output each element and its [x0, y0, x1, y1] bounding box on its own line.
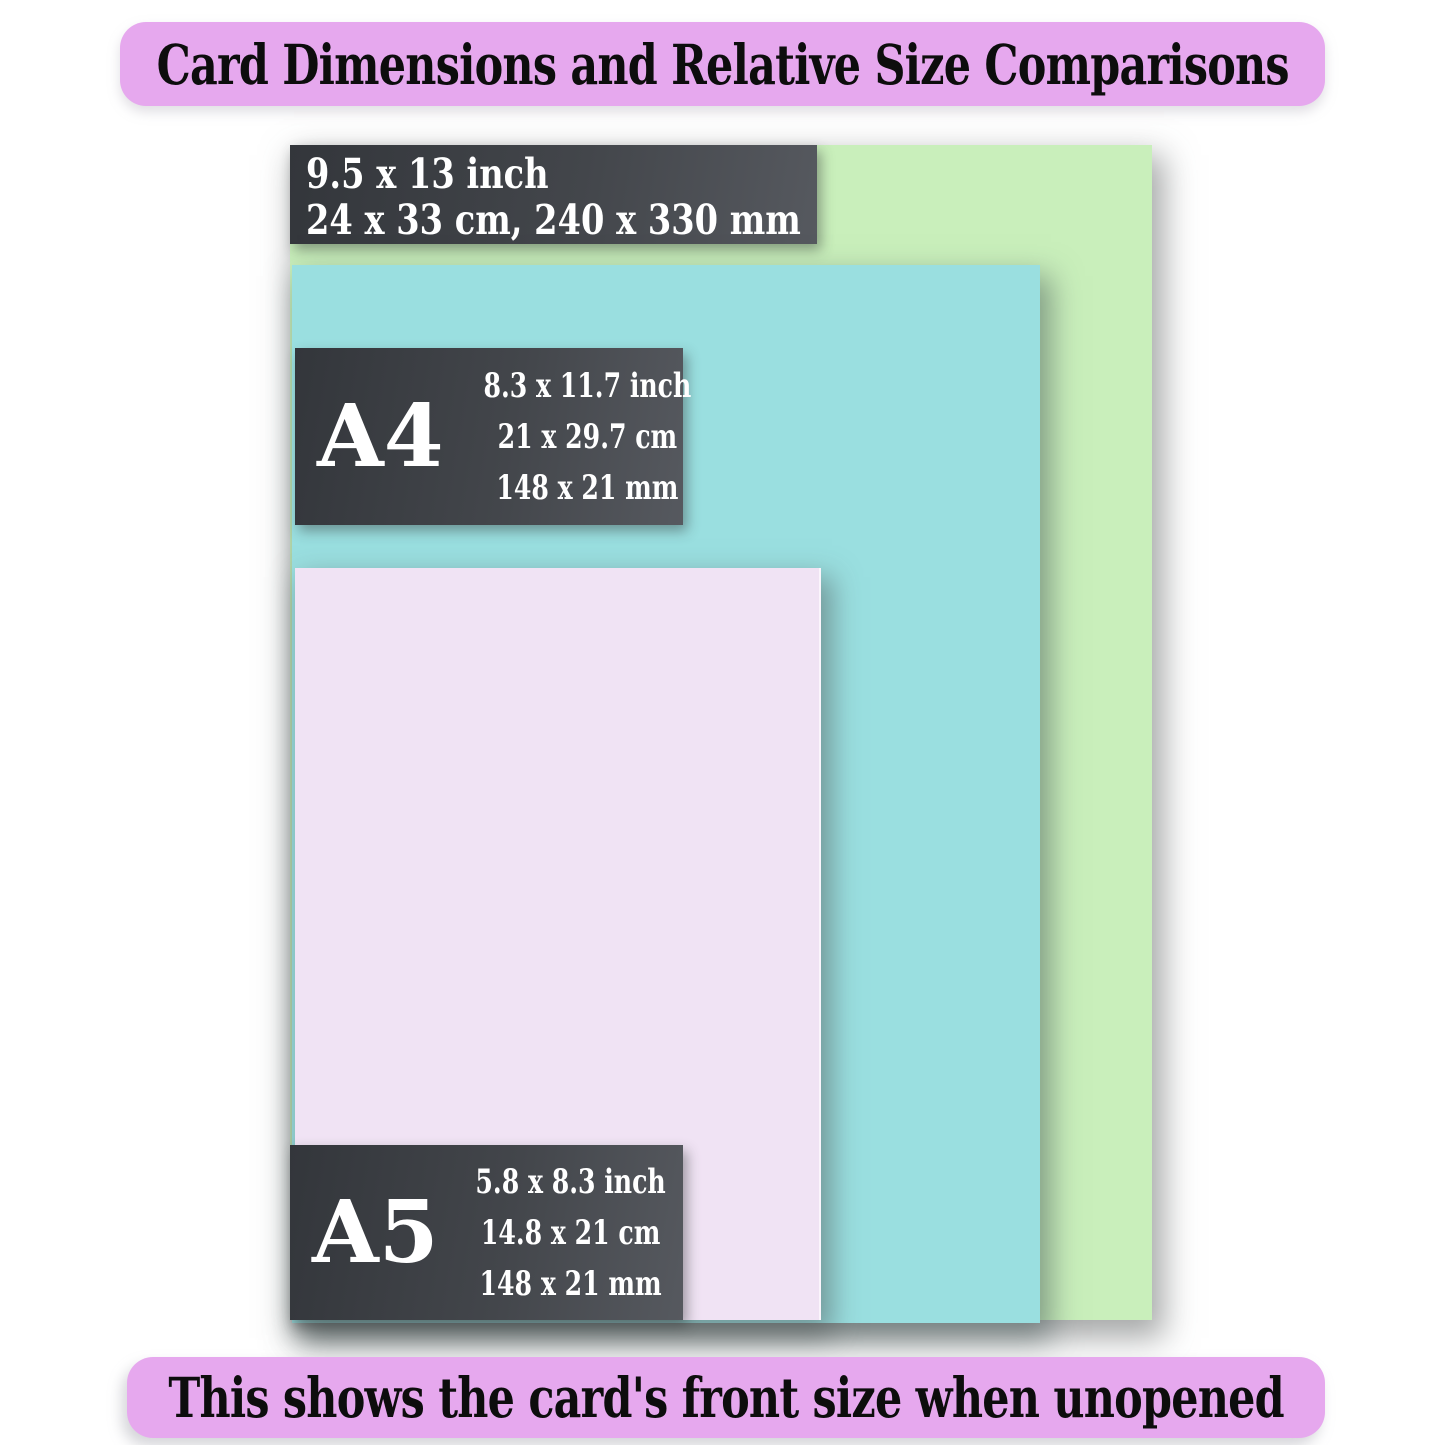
- sheet-9-5x13-dimension-label: 9.5 x 13 inch 24 x 33 cm, 240 x 330 mm: [290, 145, 817, 244]
- sheet-a4-name: A4: [317, 385, 444, 487]
- dimension-cm: 14.8 x 21 cm: [480, 1212, 661, 1253]
- sheet-a5: A5 5.8 x 8.3 inch 14.8 x 21 cm 148 x 21 …: [290, 568, 821, 1320]
- sheet-a5-name: A5: [312, 1181, 439, 1283]
- dimension-inch: 8.3 x 11.7 inch: [483, 365, 692, 406]
- dimension-mm: 148 x 21 mm: [496, 467, 679, 508]
- dimension-mm: 148 x 21 mm: [479, 1263, 662, 1304]
- title-text: Card Dimensions and Relative Size Compar…: [156, 31, 1289, 97]
- footer-note-text: This shows the card's front size when un…: [168, 1365, 1284, 1430]
- dimension-inch: 5.8 x 8.3 inch: [475, 1161, 666, 1202]
- dimension-cm-mm: 24 x 33 cm, 240 x 330 mm: [306, 196, 801, 244]
- footer-banner: This shows the card's front size when un…: [127, 1357, 1325, 1438]
- sheet-a5-dimension-label: A5 5.8 x 8.3 inch 14.8 x 21 cm 148 x 21 …: [290, 1145, 683, 1320]
- sheet-a5-dimensions: 5.8 x 8.3 inch 14.8 x 21 cm 148 x 21 mm: [442, 1165, 705, 1301]
- dimension-inch: 9.5 x 13 inch: [306, 149, 549, 198]
- dimension-cm: 21 x 29.7 cm: [497, 416, 678, 457]
- sheet-a4-dimensions: 8.3 x 11.7 inch 21 x 29.7 cm 148 x 21 mm: [447, 369, 734, 505]
- title-banner: Card Dimensions and Relative Size Compar…: [120, 22, 1325, 106]
- sheet-a4-dimension-label: A4 8.3 x 11.7 inch 21 x 29.7 cm 148 x 21…: [295, 348, 691, 525]
